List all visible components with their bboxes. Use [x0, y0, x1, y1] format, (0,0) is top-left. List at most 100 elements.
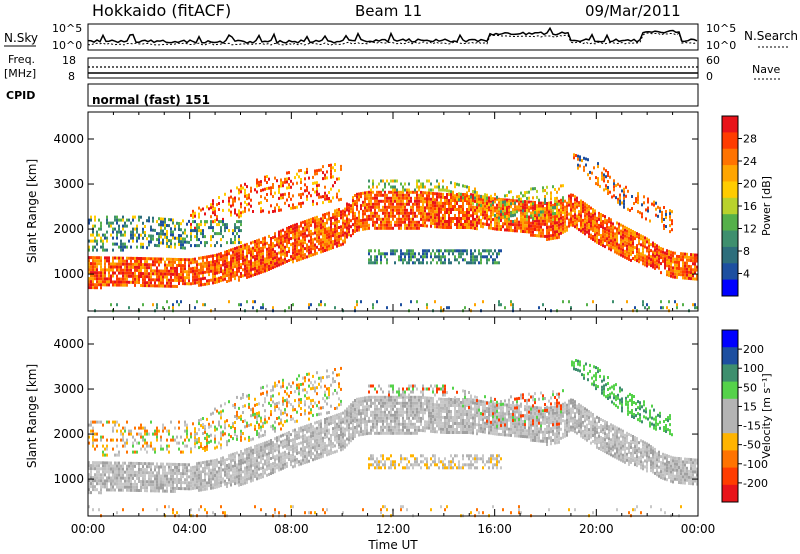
power-cell-3384 [168, 239, 170, 243]
power-cell-3730 [382, 179, 384, 183]
power-cell-3233 [108, 224, 110, 228]
power-cell-3354 [160, 217, 162, 221]
velocity-cell-495 [204, 478, 206, 482]
power-cell-3632 [440, 249, 442, 253]
power-cell-432 [190, 270, 192, 274]
power-cell-2859 [686, 252, 688, 256]
power-cell-3619 [430, 255, 432, 259]
power-cell-643 [238, 278, 240, 282]
power-cell-3772 [434, 185, 436, 189]
power-cell-1533 [408, 223, 410, 227]
power-cell-198 [132, 277, 134, 281]
velocity-cell-283 [152, 486, 154, 490]
power-cell-3695 [482, 249, 484, 253]
power-cell-1195 [344, 222, 346, 226]
power-colorbar-swatch-7 [722, 230, 738, 248]
power-cell-3568 [398, 255, 400, 259]
power-cell-58 [98, 280, 100, 284]
power-cell-1145 [334, 236, 336, 240]
velocity-cell-73 [104, 467, 106, 471]
power-cell-359 [170, 284, 172, 288]
power-cell-3667 [464, 249, 466, 253]
power-cell-3170 [334, 169, 336, 172]
power-cell-1842 [468, 226, 470, 229]
power-cell-1713 [442, 225, 444, 229]
power-cell-470 [200, 271, 202, 275]
power-cell-46 [96, 271, 98, 275]
power-cell-2420 [584, 220, 586, 224]
power-cell-904 [292, 224, 294, 228]
velocity-cell-39 [96, 473, 98, 477]
velocity-cell-327 [162, 489, 164, 493]
power-cell-2715 [648, 241, 650, 245]
power-cell-801 [270, 249, 272, 252]
power-cell-3341 [154, 228, 156, 232]
velocity-cell-429 [188, 487, 190, 491]
power-cell-3869 [508, 217, 510, 221]
power-cell-1059 [320, 220, 322, 224]
power-cell-2901 [696, 259, 698, 263]
power-cell-401 [182, 267, 184, 271]
power-cell-3589 [410, 252, 412, 256]
power-cell-3499 [222, 223, 224, 227]
power-cell-1093 [324, 249, 326, 252]
power-cell-1223 [350, 207, 352, 211]
power-cell-2074 [518, 199, 520, 203]
power-cell-1714 [444, 196, 446, 199]
power-cell-4030 [613, 194, 615, 198]
power-cell-3366 [162, 232, 164, 236]
power-cell-1587 [420, 196, 422, 200]
power-cell-3231 [106, 248, 108, 252]
power-cell-3299 [134, 233, 136, 237]
power-cell-3926 [538, 207, 540, 211]
power-cell-4218 [660, 306, 662, 310]
power-cell-3082 [292, 203, 294, 207]
power-cell-3471 [206, 220, 208, 224]
velocity-cell-213 [136, 470, 138, 474]
power-cell-3572 [400, 255, 402, 259]
power-cell-1295 [364, 218, 366, 222]
power-cell-2778 [664, 266, 666, 270]
power-cell-3798 [462, 184, 464, 188]
power-cell-3077 [290, 185, 292, 189]
power-cell-3470 [204, 244, 206, 248]
power-cell-1513 [406, 190, 408, 194]
power-cell-3258 [118, 245, 120, 249]
velocity-cell-635 [236, 472, 238, 476]
power-cell-1398 [384, 217, 386, 221]
power-cell-2300 [560, 201, 562, 205]
velocity-cell-45 [98, 464, 100, 468]
velocity-cell-370 [174, 462, 176, 466]
power-cell-1811 [462, 226, 464, 229]
power-cell-2669 [636, 250, 638, 254]
power-cell-2268 [554, 218, 556, 222]
power-cell-3988 [583, 168, 585, 172]
nsky-trace [87, 26, 698, 45]
power-cell-4142 [254, 300, 256, 304]
power-cell-889 [288, 229, 290, 232]
power-cell-2363 [572, 214, 574, 218]
power-cell-3570 [400, 249, 402, 253]
power-cell-435 [192, 260, 194, 264]
power-cell-2120 [526, 227, 528, 231]
power-cell-1128 [332, 216, 334, 220]
power-cell-3677 [470, 261, 472, 265]
power-cell-296 [156, 266, 158, 270]
velocity-cell-176 [128, 464, 130, 468]
velocity-cell-420 [186, 478, 188, 482]
velocity-cell-602 [230, 456, 232, 460]
velocity-cell-41 [96, 479, 98, 483]
power-cell-712 [254, 240, 256, 243]
power-cell-684 [248, 248, 250, 252]
power-cell-3424 [182, 246, 184, 250]
power-cell-111 [112, 262, 114, 266]
power-cell-2306 [560, 219, 562, 223]
power-cell-597 [230, 263, 232, 267]
power-cell-855 [280, 256, 282, 260]
power-cell-1621 [426, 203, 428, 207]
power-cell-788 [268, 243, 270, 247]
power-cell-956 [300, 239, 302, 243]
power-cell-1393 [384, 202, 386, 206]
power-cell-1545 [412, 190, 414, 194]
power-cell-693 [250, 247, 252, 251]
